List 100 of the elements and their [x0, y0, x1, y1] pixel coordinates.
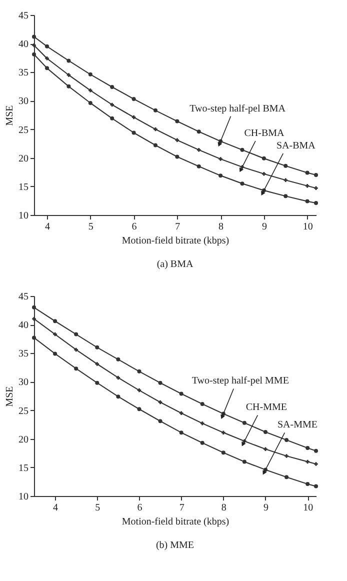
point — [137, 388, 142, 392]
y-tick-label: 15 — [18, 182, 28, 193]
point — [262, 172, 266, 176]
point — [284, 475, 289, 480]
x-tick-label: 10 — [303, 502, 314, 514]
point — [196, 164, 201, 168]
y-tick-label: 40 — [18, 39, 28, 50]
point — [132, 115, 136, 120]
x-tick-label: 7 — [179, 502, 184, 514]
point — [179, 411, 184, 416]
point — [74, 332, 78, 336]
x-tick-label: 4 — [53, 502, 58, 514]
point — [284, 194, 288, 198]
series-label: Two-step half-pel BMA — [190, 103, 286, 114]
y-axis-title: MSE — [4, 105, 16, 126]
x-axis-title: Motion-field bitrate (kbps) — [122, 236, 230, 246]
y-tick-label: 35 — [18, 348, 28, 360]
point — [218, 157, 222, 161]
x-tick-label: 4 — [45, 222, 50, 232]
point — [53, 319, 58, 324]
point — [284, 454, 288, 458]
x-tick-label: 5 — [88, 222, 94, 232]
point — [153, 143, 158, 148]
point — [263, 430, 268, 434]
x-tick-label: 8 — [221, 502, 226, 514]
x-tick-label: 9 — [262, 222, 267, 232]
point — [240, 148, 244, 152]
point — [45, 66, 50, 70]
point — [175, 138, 180, 142]
point — [314, 201, 318, 205]
y-tick-label: 45 — [18, 292, 28, 302]
point — [53, 352, 58, 356]
y-tick-label: 20 — [18, 434, 28, 446]
point — [284, 438, 289, 442]
point — [200, 402, 204, 406]
y-tick-label: 30 — [18, 96, 28, 108]
x-tick-label: 10 — [302, 222, 313, 232]
point — [305, 199, 310, 204]
point — [306, 482, 310, 486]
text: (b) MME — [156, 540, 194, 551]
point — [88, 88, 92, 92]
point — [314, 484, 318, 488]
point — [175, 154, 180, 159]
point — [32, 52, 36, 56]
x-tick-label: 8 — [218, 222, 224, 232]
y-axis-title: MSE — [4, 386, 16, 407]
text: CH-BMA — [244, 128, 286, 139]
point — [137, 369, 142, 374]
point — [116, 357, 120, 362]
point — [264, 447, 268, 452]
text: (a) BMA — [156, 259, 194, 270]
point — [153, 108, 158, 112]
x-tick-label: 7 — [175, 222, 180, 232]
y-tick-label: 45 — [18, 10, 28, 22]
point — [262, 156, 266, 160]
point — [88, 101, 92, 105]
point — [74, 366, 78, 371]
series-label: Two-step half-pel MME — [192, 376, 289, 387]
y-tick-label: 40 — [18, 320, 28, 332]
point — [242, 420, 246, 425]
y-tick-label: 15 — [18, 462, 28, 474]
y-tick-label: 10 — [18, 210, 28, 222]
point — [222, 430, 226, 434]
point — [32, 305, 36, 310]
point — [306, 446, 310, 450]
x-axis-title: Motion-field bitrate (kbps) — [122, 516, 230, 528]
point — [53, 332, 57, 336]
point — [314, 173, 318, 177]
point — [196, 148, 201, 152]
x-tick-label: 6 — [132, 222, 137, 232]
point — [110, 102, 114, 107]
point — [116, 394, 120, 399]
point — [88, 72, 92, 76]
point — [45, 56, 49, 60]
point — [95, 380, 100, 385]
point — [240, 182, 244, 186]
point — [110, 116, 114, 120]
y-tick-label: 35 — [18, 68, 28, 79]
point — [132, 130, 136, 135]
point — [314, 448, 318, 453]
point — [116, 376, 120, 380]
point — [154, 127, 158, 132]
point — [110, 85, 114, 89]
point — [196, 130, 201, 134]
point — [158, 380, 162, 385]
y-tick-label: 20 — [18, 153, 28, 164]
y-tick-label: 25 — [18, 124, 28, 136]
text: SA-BMA — [276, 140, 316, 152]
point — [200, 440, 204, 445]
point — [74, 348, 78, 352]
point — [32, 336, 36, 340]
point — [305, 170, 310, 175]
point — [66, 58, 71, 63]
point — [32, 34, 36, 39]
point — [45, 44, 50, 48]
point — [221, 450, 226, 455]
y-tick-label: 25 — [18, 406, 28, 417]
point — [218, 174, 223, 178]
point — [158, 419, 162, 424]
x-tick-label: 9 — [263, 502, 268, 514]
